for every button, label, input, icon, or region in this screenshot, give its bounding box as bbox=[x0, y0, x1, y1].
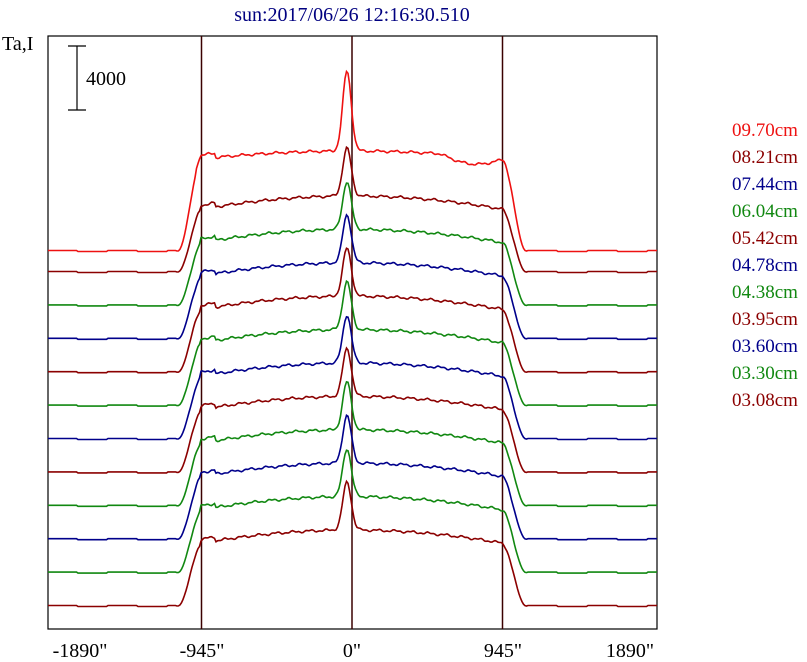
profile-line bbox=[48, 315, 657, 441]
legend-entry: 03.95cm bbox=[732, 309, 798, 330]
legend: 09.70cm 08.21cm 07.44cm 06.04cm 05.42cm … bbox=[732, 120, 798, 411]
x-tick-label: 1890" bbox=[606, 640, 654, 662]
x-tick-label: -945" bbox=[180, 640, 225, 662]
legend-entry: 04.38cm bbox=[732, 282, 798, 303]
x-tick-label: 945" bbox=[484, 640, 522, 662]
legend-entry: 05.42cm bbox=[732, 228, 798, 249]
scale-bar: 4000 bbox=[68, 45, 126, 111]
profile-line bbox=[48, 380, 657, 508]
y-axis-label: Ta,I bbox=[2, 33, 33, 55]
profile-line bbox=[48, 213, 657, 341]
legend-entry: 09.70cm bbox=[732, 120, 798, 141]
profile-line bbox=[48, 479, 657, 608]
chart-title: sun:2017/06/26 12:16:30.510 bbox=[234, 4, 470, 26]
legend-entry: 06.04cm bbox=[732, 201, 798, 222]
legend-entry: 03.08cm bbox=[732, 390, 798, 411]
profile-lines bbox=[48, 69, 657, 608]
legend-entry: 03.30cm bbox=[732, 363, 798, 384]
profile-line bbox=[48, 145, 657, 274]
profile-line bbox=[48, 449, 657, 574]
profile-line bbox=[48, 346, 657, 474]
profile-line bbox=[48, 414, 657, 541]
profile-line bbox=[48, 247, 657, 374]
vertical-reference-lines bbox=[200, 36, 504, 629]
x-tick-label: 0" bbox=[343, 640, 361, 662]
x-tick-label: -1890" bbox=[53, 640, 108, 662]
legend-entry: 03.60cm bbox=[732, 336, 798, 357]
legend-entry: 08.21cm bbox=[732, 147, 798, 168]
profile-line bbox=[48, 182, 657, 307]
legend-entry: 07.44cm bbox=[732, 174, 798, 195]
scale-bar-label: 4000 bbox=[86, 68, 126, 90]
profile-line bbox=[48, 69, 657, 253]
profile-line bbox=[48, 279, 657, 407]
x-axis-ticks: -1890" -945" 0" 945" 1890" bbox=[53, 640, 655, 662]
legend-entry: 04.78cm bbox=[732, 255, 798, 276]
